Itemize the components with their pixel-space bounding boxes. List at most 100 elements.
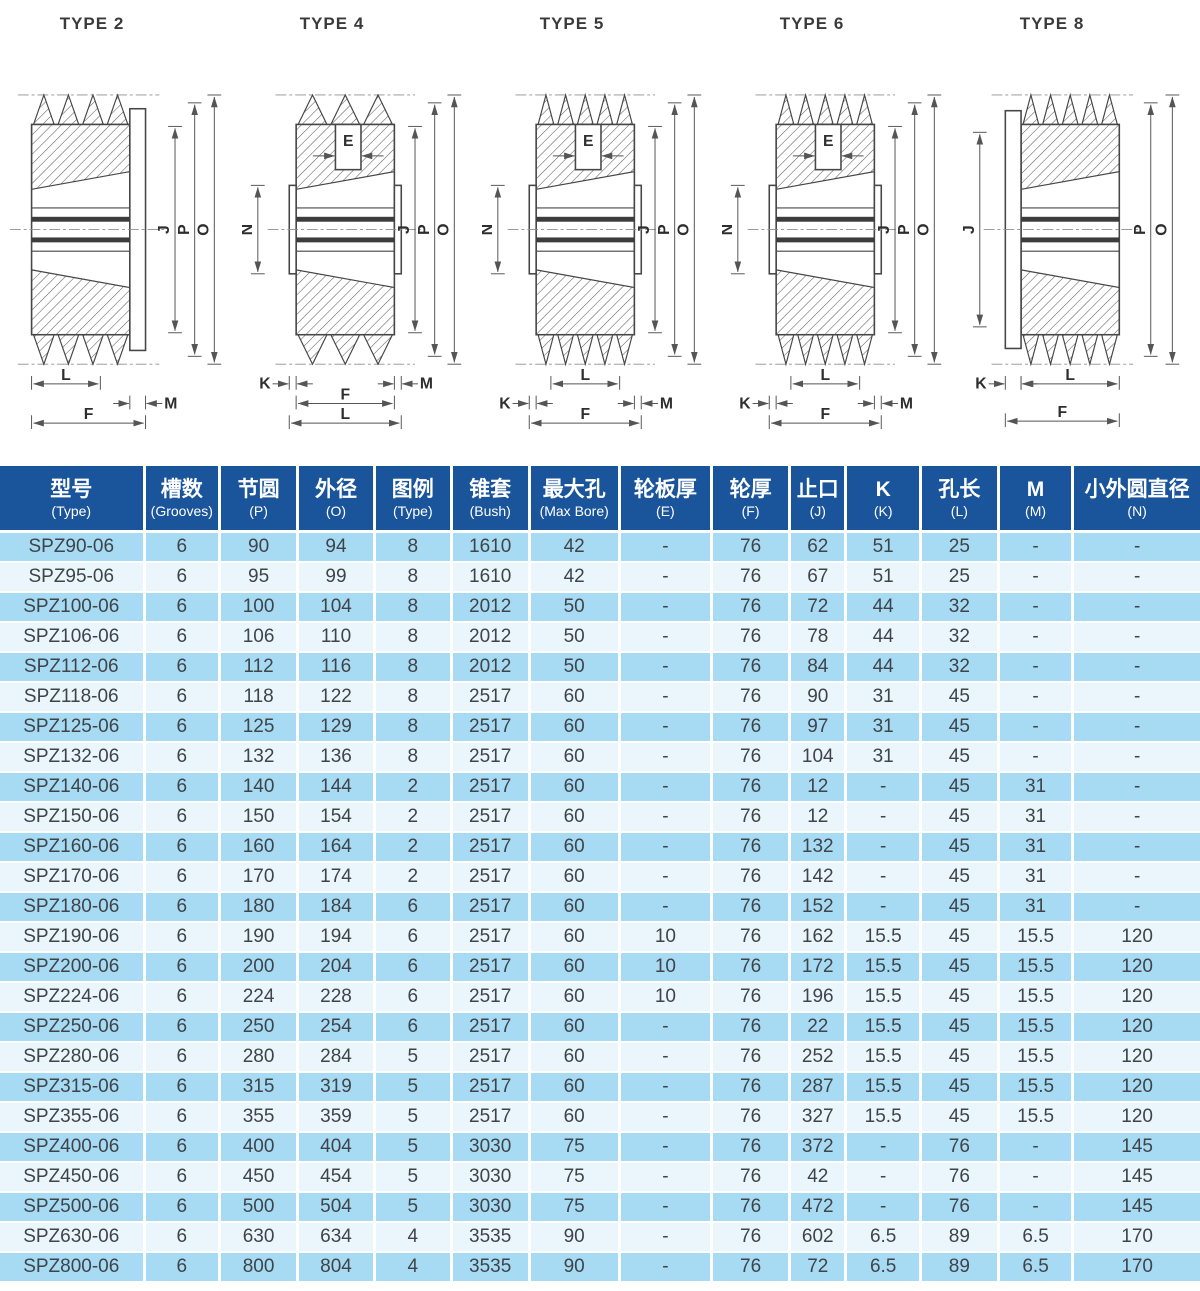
- value-cell: 8: [374, 742, 453, 773]
- pulley-drawing: P O J K L F: [962, 92, 1180, 428]
- spec-row: SPZ630-06 6 630 634 4 3535 90-76 602 6.5 89 6.5 170: [0, 1222, 1200, 1253]
- value-cell: 12: [789, 772, 848, 803]
- value-cell: 112: [219, 652, 300, 683]
- column-header-en: (K): [873, 503, 893, 519]
- value-cell: 2517: [451, 892, 531, 923]
- model-cell: SPZ112-06: [0, 652, 146, 683]
- value-cell: 2517: [451, 862, 531, 893]
- value-cell: 228: [297, 982, 376, 1013]
- value-cell: 76: [711, 1162, 792, 1193]
- dimension-label: F: [340, 387, 350, 404]
- value-cell: 8: [374, 682, 453, 713]
- value-cell: 6: [374, 892, 453, 923]
- value-cell: 125: [219, 712, 300, 743]
- value-cell: 51: [845, 531, 922, 563]
- value-cell: 90: [219, 531, 300, 563]
- model-cell: SPZ140-06: [0, 772, 146, 803]
- value-cell: 15.5: [845, 1012, 922, 1043]
- value-cell: 145: [1072, 1192, 1200, 1223]
- value-cell: -: [1072, 682, 1200, 713]
- bore-keyway: [31, 216, 130, 222]
- column-header-zh: 节圆: [237, 478, 280, 501]
- value-cell: 184: [297, 892, 376, 923]
- value-cell: -: [619, 592, 714, 623]
- value-cell: 60: [529, 922, 621, 953]
- column-header-zh: 轮厚: [729, 478, 772, 501]
- value-cell: 76: [711, 1192, 792, 1223]
- value-cell: 6: [374, 982, 453, 1013]
- value-cell: 4: [374, 1222, 453, 1253]
- spec-row: SPZ800-06 6 800 804 4 3535 90-76 72 6.5 89 6.5 170: [0, 1252, 1200, 1283]
- pulley-drawing: E JPO N L K M F: [482, 92, 702, 430]
- value-cell: 5: [374, 1132, 453, 1163]
- value-cell: 2517: [451, 1012, 531, 1043]
- dimension-label: F: [84, 406, 94, 423]
- value-cell: 2517: [451, 1072, 531, 1103]
- value-cell: 5: [374, 1042, 453, 1073]
- value-cell: 162: [789, 922, 848, 953]
- dimension-label: P: [176, 224, 193, 234]
- dimension-label: L: [1065, 367, 1075, 384]
- groove-tooth: [1061, 334, 1079, 367]
- value-cell: 136: [297, 742, 376, 773]
- value-cell: 31: [998, 892, 1075, 923]
- column-header-zh: 外径: [314, 478, 357, 501]
- value-cell: 224: [219, 982, 300, 1013]
- column-header: 止口 (J): [789, 466, 848, 533]
- value-cell: 804: [297, 1252, 376, 1283]
- value-cell: 6: [144, 922, 222, 953]
- groove-tooth: [576, 92, 594, 126]
- column-header-zh: 止口: [796, 478, 839, 501]
- dimension-label: N: [722, 224, 736, 235]
- value-cell: 44: [845, 652, 922, 683]
- value-cell: 6: [144, 1252, 222, 1283]
- value-cell: 60: [529, 772, 621, 803]
- groove-tooth: [596, 334, 614, 367]
- value-cell: 104: [297, 592, 376, 623]
- value-cell: 132: [789, 832, 848, 863]
- value-cell: 72: [789, 592, 848, 623]
- value-cell: 15.5: [998, 982, 1075, 1013]
- bore-keyway: [536, 237, 635, 243]
- column-header-zh: 槽数: [160, 478, 203, 501]
- bore-keyway: [1021, 237, 1120, 243]
- value-cell: 76: [711, 802, 792, 833]
- value-cell: 120: [1072, 1042, 1200, 1073]
- table-header-row: 型号 (Type) 槽数 (Grooves) 节圆 (P) 外径 (O) 图例 (Type) 锥套 (…: [0, 466, 1200, 533]
- value-cell: 194: [297, 922, 376, 953]
- column-header: 最大孔 (Max Bore): [529, 466, 621, 533]
- value-cell: 76: [711, 1222, 792, 1253]
- value-cell: 15.5: [845, 1042, 922, 1073]
- value-cell: 90: [529, 1252, 621, 1283]
- value-cell: 90: [529, 1222, 621, 1253]
- value-cell: -: [1072, 802, 1200, 833]
- column-header-en: (Bush): [469, 503, 511, 519]
- value-cell: -: [845, 1162, 922, 1193]
- value-cell: 2517: [451, 832, 531, 863]
- value-cell: 1610: [451, 562, 531, 593]
- value-cell: 60: [529, 952, 621, 983]
- value-cell: 15.5: [998, 952, 1075, 983]
- spec-row: SPZ400-06 6 400 404 5 3030 75-76 372-76-145: [0, 1132, 1200, 1163]
- model-cell: SPZ190-06: [0, 922, 146, 953]
- model-cell: SPZ280-06: [0, 1042, 146, 1073]
- groove-tooth: [1081, 334, 1099, 367]
- value-cell: 6: [144, 772, 222, 803]
- value-cell: 2517: [451, 682, 531, 713]
- model-cell: SPZ315-06: [0, 1072, 146, 1103]
- value-cell: 315: [219, 1072, 300, 1103]
- spec-row: SPZ180-06 6 180 184 6 2517 60-76 152-45 31-: [0, 892, 1200, 923]
- groove-tooth: [615, 92, 634, 126]
- value-cell: 50: [529, 592, 621, 623]
- column-header-zh: K: [875, 478, 891, 501]
- groove-tooth: [57, 93, 80, 126]
- value-cell: 1610: [451, 531, 531, 563]
- groove-tooth: [1100, 334, 1119, 367]
- value-cell: 6: [144, 1012, 222, 1043]
- value-cell: 42: [789, 1162, 848, 1193]
- dimension-label: O: [1153, 223, 1170, 235]
- value-cell: -: [1072, 531, 1200, 563]
- value-cell: 22: [789, 1012, 848, 1043]
